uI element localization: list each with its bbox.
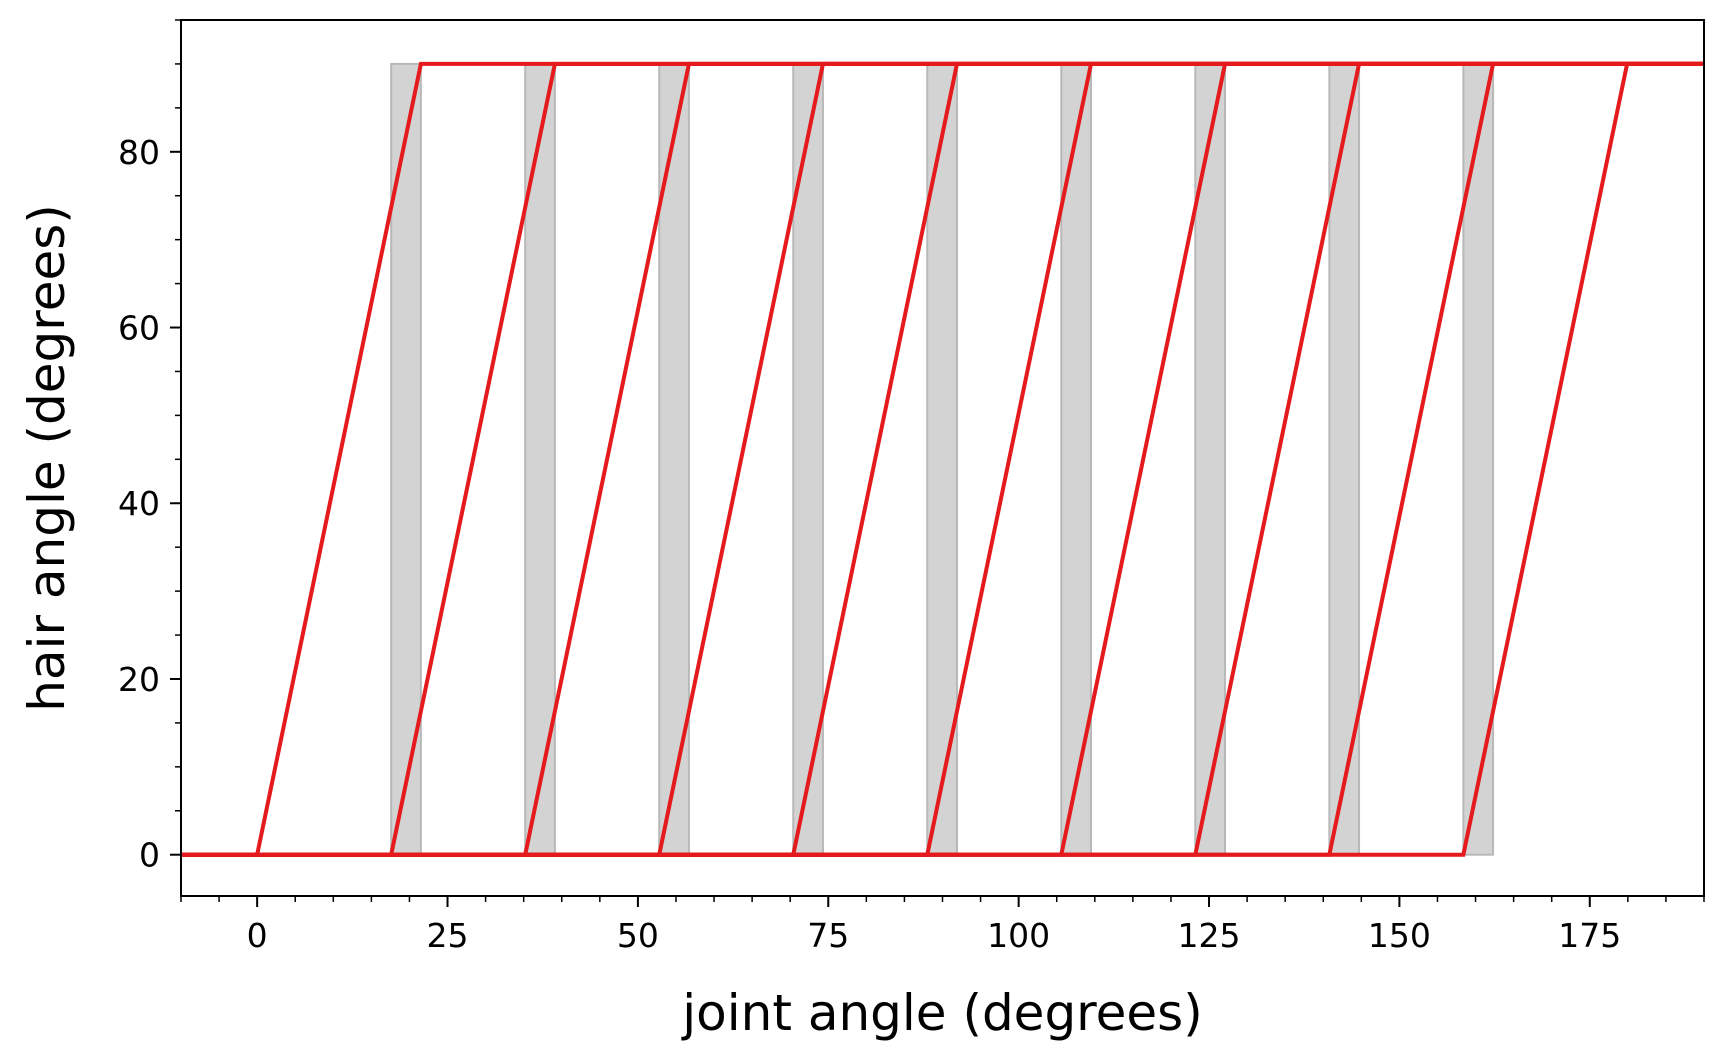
- plot-frame: [180, 19, 1705, 897]
- x-tick-label: 0: [247, 916, 268, 955]
- y-tick-label: 60: [118, 309, 160, 348]
- shaded-bands: [390, 62, 1495, 856]
- y-axis-label: hair angle (degrees): [18, 204, 76, 712]
- shaded-band: [1060, 62, 1092, 856]
- y-tick-label: 0: [139, 836, 160, 875]
- x-tick-label: 25: [427, 916, 469, 955]
- series-line: [181, 61, 1704, 857]
- shaded-band: [1328, 62, 1361, 856]
- shaded-band: [1462, 62, 1495, 856]
- x-tick-label: 50: [617, 916, 659, 955]
- y-tick-label: 80: [118, 133, 160, 172]
- shaded-band: [390, 62, 422, 856]
- shaded-band: [792, 62, 824, 856]
- x-tick-label: 150: [1368, 916, 1431, 955]
- axis-ticks: 0 25 50 75 100 125 150 175 0 20 40 60 80: [118, 19, 1705, 955]
- x-tick-label: 100: [987, 916, 1050, 955]
- x-tick-label: 75: [807, 916, 849, 955]
- y-tick-label: 40: [118, 484, 160, 523]
- y-tick-label: 20: [118, 660, 160, 699]
- series-lines: [181, 61, 1704, 857]
- x-tick-label: 175: [1558, 916, 1621, 955]
- x-axis-label: joint angle (degrees): [681, 984, 1202, 1042]
- x-tick-label: 125: [1178, 916, 1241, 955]
